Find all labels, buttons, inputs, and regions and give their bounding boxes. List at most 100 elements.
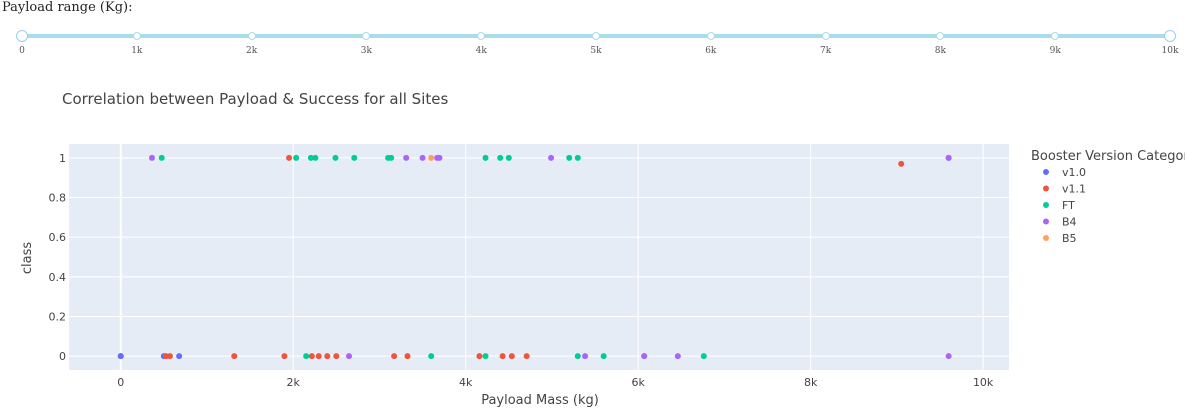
- data-point[interactable]: [548, 154, 555, 161]
- data-point[interactable]: [293, 154, 300, 161]
- y-gridlines: [69, 157, 1009, 357]
- series-FT[interactable]: [158, 154, 707, 360]
- data-point[interactable]: [176, 353, 183, 360]
- data-point[interactable]: [674, 353, 681, 360]
- legend-item-FT[interactable]: FT: [1043, 199, 1075, 212]
- x-tick-label: 2k: [287, 376, 301, 389]
- data-point[interactable]: [641, 353, 648, 360]
- x-tick-labels: 0 2k 4k 6k 8k 10k: [117, 376, 994, 389]
- data-point[interactable]: [505, 154, 512, 161]
- legend-item-B4[interactable]: B4: [1043, 216, 1077, 229]
- series-v1-1[interactable]: [163, 154, 905, 360]
- y-tick-label: 0: [59, 350, 66, 363]
- slider-tick[interactable]: [247, 32, 256, 40]
- slider-mark-label[interactable]: 9k: [1049, 46, 1061, 56]
- data-point[interactable]: [333, 353, 340, 360]
- data-point[interactable]: [351, 154, 358, 161]
- data-point[interactable]: [482, 353, 489, 360]
- data-point[interactable]: [307, 154, 314, 161]
- slider-mark-label[interactable]: 7k: [820, 46, 832, 56]
- data-point[interactable]: [388, 154, 395, 161]
- legend-item-v1-0[interactable]: v1.0: [1043, 166, 1086, 179]
- data-point[interactable]: [428, 353, 435, 360]
- data-point[interactable]: [419, 154, 426, 161]
- data-point[interactable]: [163, 353, 170, 360]
- data-point[interactable]: [158, 154, 165, 161]
- data-point[interactable]: [346, 353, 353, 360]
- data-point[interactable]: [945, 154, 952, 161]
- slider-mark-label[interactable]: 10k: [1161, 46, 1179, 56]
- slider-tick[interactable]: [477, 32, 486, 40]
- data-point[interactable]: [286, 154, 293, 161]
- legend-label: FT: [1062, 199, 1075, 212]
- data-points[interactable]: [117, 154, 952, 360]
- slider-mark-label[interactable]: 3k: [360, 46, 372, 56]
- y-tick-label: 0.8: [49, 192, 67, 205]
- data-point[interactable]: [436, 154, 443, 161]
- slider-mark-label[interactable]: 6k: [705, 46, 717, 56]
- legend-item-v1-1[interactable]: v1.1: [1043, 183, 1086, 196]
- data-point[interactable]: [499, 353, 506, 360]
- y-axis-label: class: [20, 242, 35, 274]
- x-gridlines: [119, 144, 984, 370]
- slider-mark-label[interactable]: 1k: [131, 46, 143, 56]
- data-point[interactable]: [566, 154, 573, 161]
- x-axis-label: Payload Mass (kg): [481, 393, 599, 408]
- data-point[interactable]: [482, 154, 489, 161]
- slider-mark-label[interactable]: 8k: [934, 46, 946, 56]
- data-point[interactable]: [404, 353, 411, 360]
- slider-tick[interactable]: [821, 32, 830, 40]
- slider-mark-label[interactable]: 4k: [475, 46, 487, 56]
- series-B5[interactable]: [428, 154, 435, 161]
- data-point[interactable]: [308, 353, 315, 360]
- data-point[interactable]: [898, 160, 905, 167]
- payload-range-label: Payload range (Kg):: [2, 0, 133, 15]
- slider-mark-label[interactable]: 2k: [246, 46, 258, 56]
- legend-marker: [1043, 169, 1049, 175]
- data-point[interactable]: [148, 154, 155, 161]
- data-point[interactable]: [324, 353, 331, 360]
- data-point[interactable]: [428, 154, 435, 161]
- legend-marker: [1043, 202, 1049, 208]
- slider-tick[interactable]: [592, 32, 600, 40]
- x-tick-label: 10k: [973, 376, 994, 389]
- slider-handle-min[interactable]: [16, 30, 28, 42]
- slider-mark-label[interactable]: 5k: [590, 46, 602, 56]
- data-point[interactable]: [476, 353, 483, 360]
- slider-handle-max[interactable]: [1164, 30, 1176, 42]
- slider-tick[interactable]: [132, 32, 141, 40]
- legend-title: Booster Version Category: [1031, 149, 1185, 164]
- y-tick-label: 0.4: [49, 271, 67, 284]
- data-point[interactable]: [332, 154, 339, 161]
- legend-marker: [1043, 185, 1049, 192]
- slider-tick[interactable]: [1051, 32, 1060, 40]
- data-point[interactable]: [945, 353, 952, 360]
- slider-tick[interactable]: [706, 32, 715, 40]
- data-point[interactable]: [315, 353, 322, 360]
- legend-item-B5[interactable]: B5: [1043, 232, 1077, 245]
- data-point[interactable]: [231, 353, 238, 360]
- data-point[interactable]: [497, 154, 504, 161]
- y-tick-label: 0.2: [49, 310, 67, 323]
- data-point[interactable]: [523, 353, 530, 360]
- data-point[interactable]: [574, 353, 581, 360]
- chart-title: Correlation between Payload & Success fo…: [62, 90, 448, 108]
- data-point[interactable]: [303, 353, 310, 360]
- data-point[interactable]: [700, 353, 707, 360]
- slider-mark-label[interactable]: 0: [19, 46, 25, 56]
- data-point[interactable]: [312, 154, 319, 161]
- data-point[interactable]: [391, 353, 398, 360]
- data-point[interactable]: [574, 154, 581, 161]
- data-point[interactable]: [508, 353, 515, 360]
- legend-label: v1.1: [1062, 183, 1086, 196]
- data-point[interactable]: [117, 353, 124, 360]
- data-point[interactable]: [281, 353, 288, 360]
- data-point[interactable]: [582, 353, 589, 360]
- x-tick-label: 4k: [459, 376, 473, 389]
- data-point[interactable]: [600, 353, 607, 360]
- series-B4[interactable]: [148, 154, 952, 360]
- legend[interactable]: v1.0 v1.1 FT B4 B5: [1043, 166, 1086, 245]
- data-point[interactable]: [403, 154, 410, 161]
- slider-tick[interactable]: [362, 32, 371, 40]
- slider-tick[interactable]: [936, 32, 945, 40]
